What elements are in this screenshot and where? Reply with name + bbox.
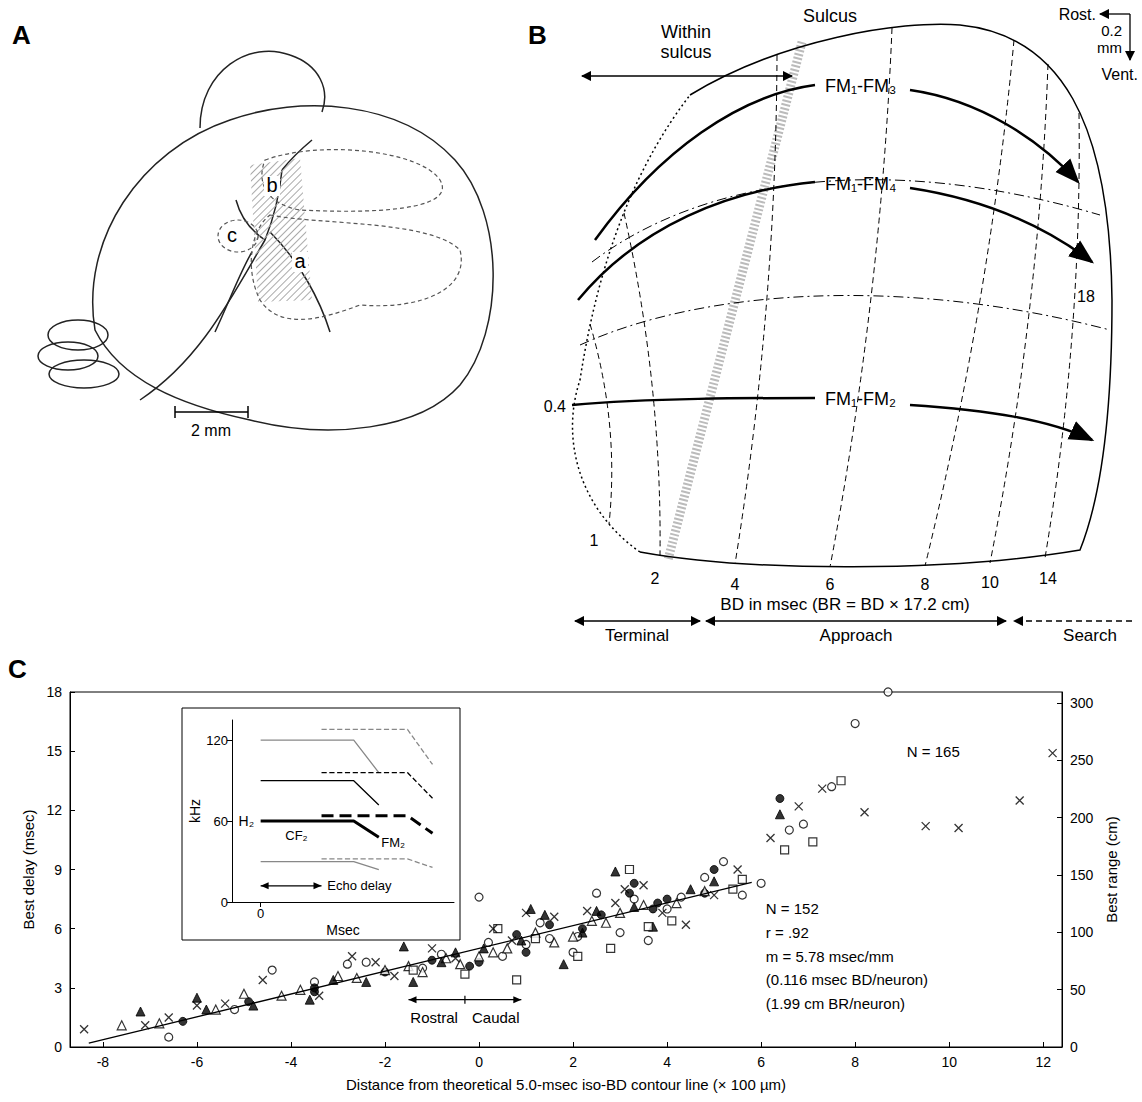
svg-text:Best range (cm): Best range (cm) (1103, 816, 1120, 923)
svg-text:Search: Search (1063, 626, 1117, 645)
svg-text:FM₁-FM₂: FM₁-FM₂ (825, 389, 896, 409)
svg-text:Best delay (msec): Best delay (msec) (20, 809, 37, 929)
svg-text:2 mm: 2 mm (191, 422, 231, 439)
svg-text:-2: -2 (379, 1054, 392, 1070)
svg-text:Terminal: Terminal (605, 626, 669, 645)
svg-text:Within: Within (661, 22, 711, 42)
svg-text:18: 18 (46, 684, 62, 700)
svg-text:FM₂: FM₂ (381, 835, 405, 850)
svg-text:-8: -8 (97, 1054, 110, 1070)
svg-text:Approach: Approach (820, 626, 893, 645)
svg-text:0.4: 0.4 (544, 398, 566, 415)
svg-text:0: 0 (1070, 1039, 1078, 1055)
svg-text:sulcus: sulcus (660, 42, 711, 62)
svg-text:3: 3 (54, 980, 62, 996)
svg-text:1: 1 (590, 532, 599, 549)
svg-text:c: c (227, 224, 237, 246)
svg-text:Sulcus: Sulcus (803, 6, 857, 26)
svg-text:0: 0 (221, 895, 228, 910)
svg-text:kHz: kHz (187, 799, 203, 823)
svg-text:-6: -6 (191, 1054, 204, 1070)
svg-text:10: 10 (981, 574, 999, 591)
svg-text:b: b (266, 174, 277, 196)
svg-text:2: 2 (569, 1054, 577, 1070)
svg-text:A: A (12, 20, 31, 50)
svg-text:0: 0 (54, 1039, 62, 1055)
svg-text:Caudal: Caudal (472, 1009, 520, 1026)
svg-text:Echo delay: Echo delay (327, 878, 392, 893)
svg-text:6: 6 (757, 1054, 765, 1070)
svg-text:12: 12 (46, 802, 62, 818)
svg-text:0: 0 (475, 1054, 483, 1070)
svg-text:8: 8 (851, 1054, 859, 1070)
svg-text:-4: -4 (285, 1054, 298, 1070)
svg-text:12: 12 (1035, 1054, 1051, 1070)
svg-text:m = 5.78 msec/mm: m = 5.78 msec/mm (766, 948, 894, 965)
svg-text:r = .92: r = .92 (766, 924, 809, 941)
svg-text:Rost.: Rost. (1059, 6, 1096, 23)
svg-text:Rostral: Rostral (410, 1009, 458, 1026)
svg-text:6: 6 (826, 576, 835, 593)
svg-text:Msec: Msec (326, 922, 359, 938)
svg-text:Distance from theoretical 5.0-: Distance from theoretical 5.0-msec iso-B… (346, 1076, 786, 1093)
svg-text:(0.116 msec BD/neuron): (0.116 msec BD/neuron) (766, 971, 928, 988)
svg-text:150: 150 (1070, 867, 1094, 883)
svg-text:mm: mm (1097, 39, 1122, 56)
svg-text:4: 4 (731, 576, 740, 593)
svg-text:C: C (8, 654, 27, 684)
svg-text:60: 60 (214, 814, 228, 829)
svg-text:15: 15 (46, 743, 62, 759)
svg-text:4: 4 (663, 1054, 671, 1070)
svg-text:200: 200 (1070, 810, 1094, 826)
svg-text:N = 165: N = 165 (907, 743, 960, 760)
svg-text:B: B (528, 20, 547, 50)
svg-text:120: 120 (206, 733, 228, 748)
svg-text:300: 300 (1070, 695, 1094, 711)
svg-text:8: 8 (921, 576, 930, 593)
svg-text:250: 250 (1070, 752, 1094, 768)
svg-text:FM₁-FM₄: FM₁-FM₄ (825, 174, 896, 194)
svg-text:9: 9 (54, 862, 62, 878)
svg-text:(1.99 cm BR/neuron): (1.99 cm BR/neuron) (766, 995, 905, 1012)
svg-text:CF₂: CF₂ (285, 828, 307, 843)
svg-text:0: 0 (257, 906, 264, 921)
svg-text:6: 6 (54, 921, 62, 937)
svg-text:0.2: 0.2 (1101, 22, 1122, 39)
svg-text:100: 100 (1070, 924, 1094, 940)
svg-text:FM₁-FM₃: FM₁-FM₃ (825, 76, 896, 96)
svg-text:H₂: H₂ (239, 813, 255, 829)
svg-text:10: 10 (941, 1054, 957, 1070)
svg-text:a: a (294, 250, 306, 272)
svg-text:18: 18 (1077, 288, 1095, 305)
svg-text:BD in msec (BR = BD × 17.2 cm): BD in msec (BR = BD × 17.2 cm) (720, 595, 969, 614)
svg-text:Vent.: Vent. (1102, 66, 1138, 83)
svg-text:N = 152: N = 152 (766, 900, 819, 917)
svg-text:2: 2 (651, 570, 660, 587)
svg-text:14: 14 (1039, 570, 1057, 587)
svg-text:50: 50 (1070, 982, 1086, 998)
